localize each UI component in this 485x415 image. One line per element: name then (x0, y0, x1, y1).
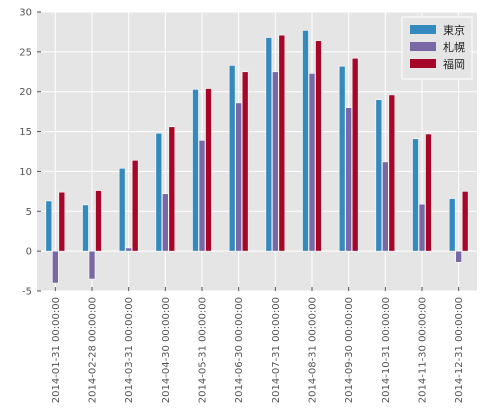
x-tick-label: 2014-02-28 00:00:00 (88, 297, 99, 403)
bar (351, 57, 359, 252)
bar (88, 250, 96, 280)
bar (278, 34, 286, 252)
bar (118, 167, 126, 252)
bar (162, 193, 169, 252)
bar (315, 40, 322, 252)
bar (95, 190, 102, 252)
bar (265, 37, 273, 252)
legend-label: 東京 (443, 23, 465, 37)
bar (168, 126, 176, 252)
bar (448, 198, 456, 252)
bar (418, 203, 426, 252)
legend-swatch (410, 59, 436, 68)
bar (235, 102, 242, 252)
bar (131, 159, 139, 252)
y-axis-ticks: -5 0 5 10 15 20 25 30 (19, 8, 41, 298)
legend-label: 福岡 (443, 57, 465, 71)
bar (388, 94, 396, 252)
legend-swatch (410, 42, 436, 51)
y-tick-label: 20 (19, 87, 32, 98)
x-tick-label: 2014-04-30 00:00:00 (161, 297, 172, 403)
bar (375, 99, 383, 252)
x-tick-label: 2014-03-31 00:00:00 (124, 297, 135, 403)
bar (241, 71, 249, 252)
bar (155, 132, 163, 252)
x-tick-label: 2014-05-31 00:00:00 (198, 297, 209, 403)
bars (45, 30, 469, 284)
bar (192, 89, 199, 252)
bar (455, 250, 462, 263)
bar (272, 71, 279, 252)
x-tick-label: 2014-10-31 00:00:00 (381, 297, 392, 403)
bar (125, 247, 132, 252)
bar (45, 200, 53, 252)
bar (58, 191, 66, 252)
x-tick-label: 2014-08-31 00:00:00 (308, 297, 319, 403)
y-tick-label: 15 (19, 127, 32, 138)
bar (198, 140, 206, 252)
bar (228, 65, 236, 252)
x-tick-label: 2014-11-30 00:00:00 (418, 297, 429, 403)
y-tick-label: 10 (19, 167, 32, 178)
bar (302, 30, 309, 252)
y-tick-label: 5 (26, 207, 32, 218)
x-axis-ticks: 2014-01-31 00:00:00 2014-02-28 00:00:00 20… (51, 287, 465, 403)
bar (412, 138, 419, 252)
x-tick-label: 2014-12-31 00:00:00 (454, 297, 465, 403)
legend-swatch (410, 25, 436, 34)
x-tick-label: 2014-06-30 00:00:00 (234, 297, 245, 403)
bar (338, 65, 346, 252)
bar (425, 133, 432, 252)
y-tick-label: 30 (19, 8, 32, 19)
bar (345, 107, 352, 252)
bar (308, 73, 316, 252)
y-tick-label: 0 (26, 247, 32, 258)
y-tick-label: -5 (22, 287, 32, 298)
y-tick-label: 25 (19, 47, 32, 58)
x-tick-label: 2014-01-31 00:00:00 (51, 297, 62, 403)
bar (382, 161, 389, 252)
x-tick-label: 2014-09-30 00:00:00 (344, 297, 355, 403)
x-tick-label: 2014-07-31 00:00:00 (271, 297, 282, 403)
bar (52, 250, 59, 284)
legend-label: 札幌 (443, 40, 465, 54)
bar (82, 204, 89, 252)
bar (461, 191, 469, 252)
bar (205, 88, 212, 252)
